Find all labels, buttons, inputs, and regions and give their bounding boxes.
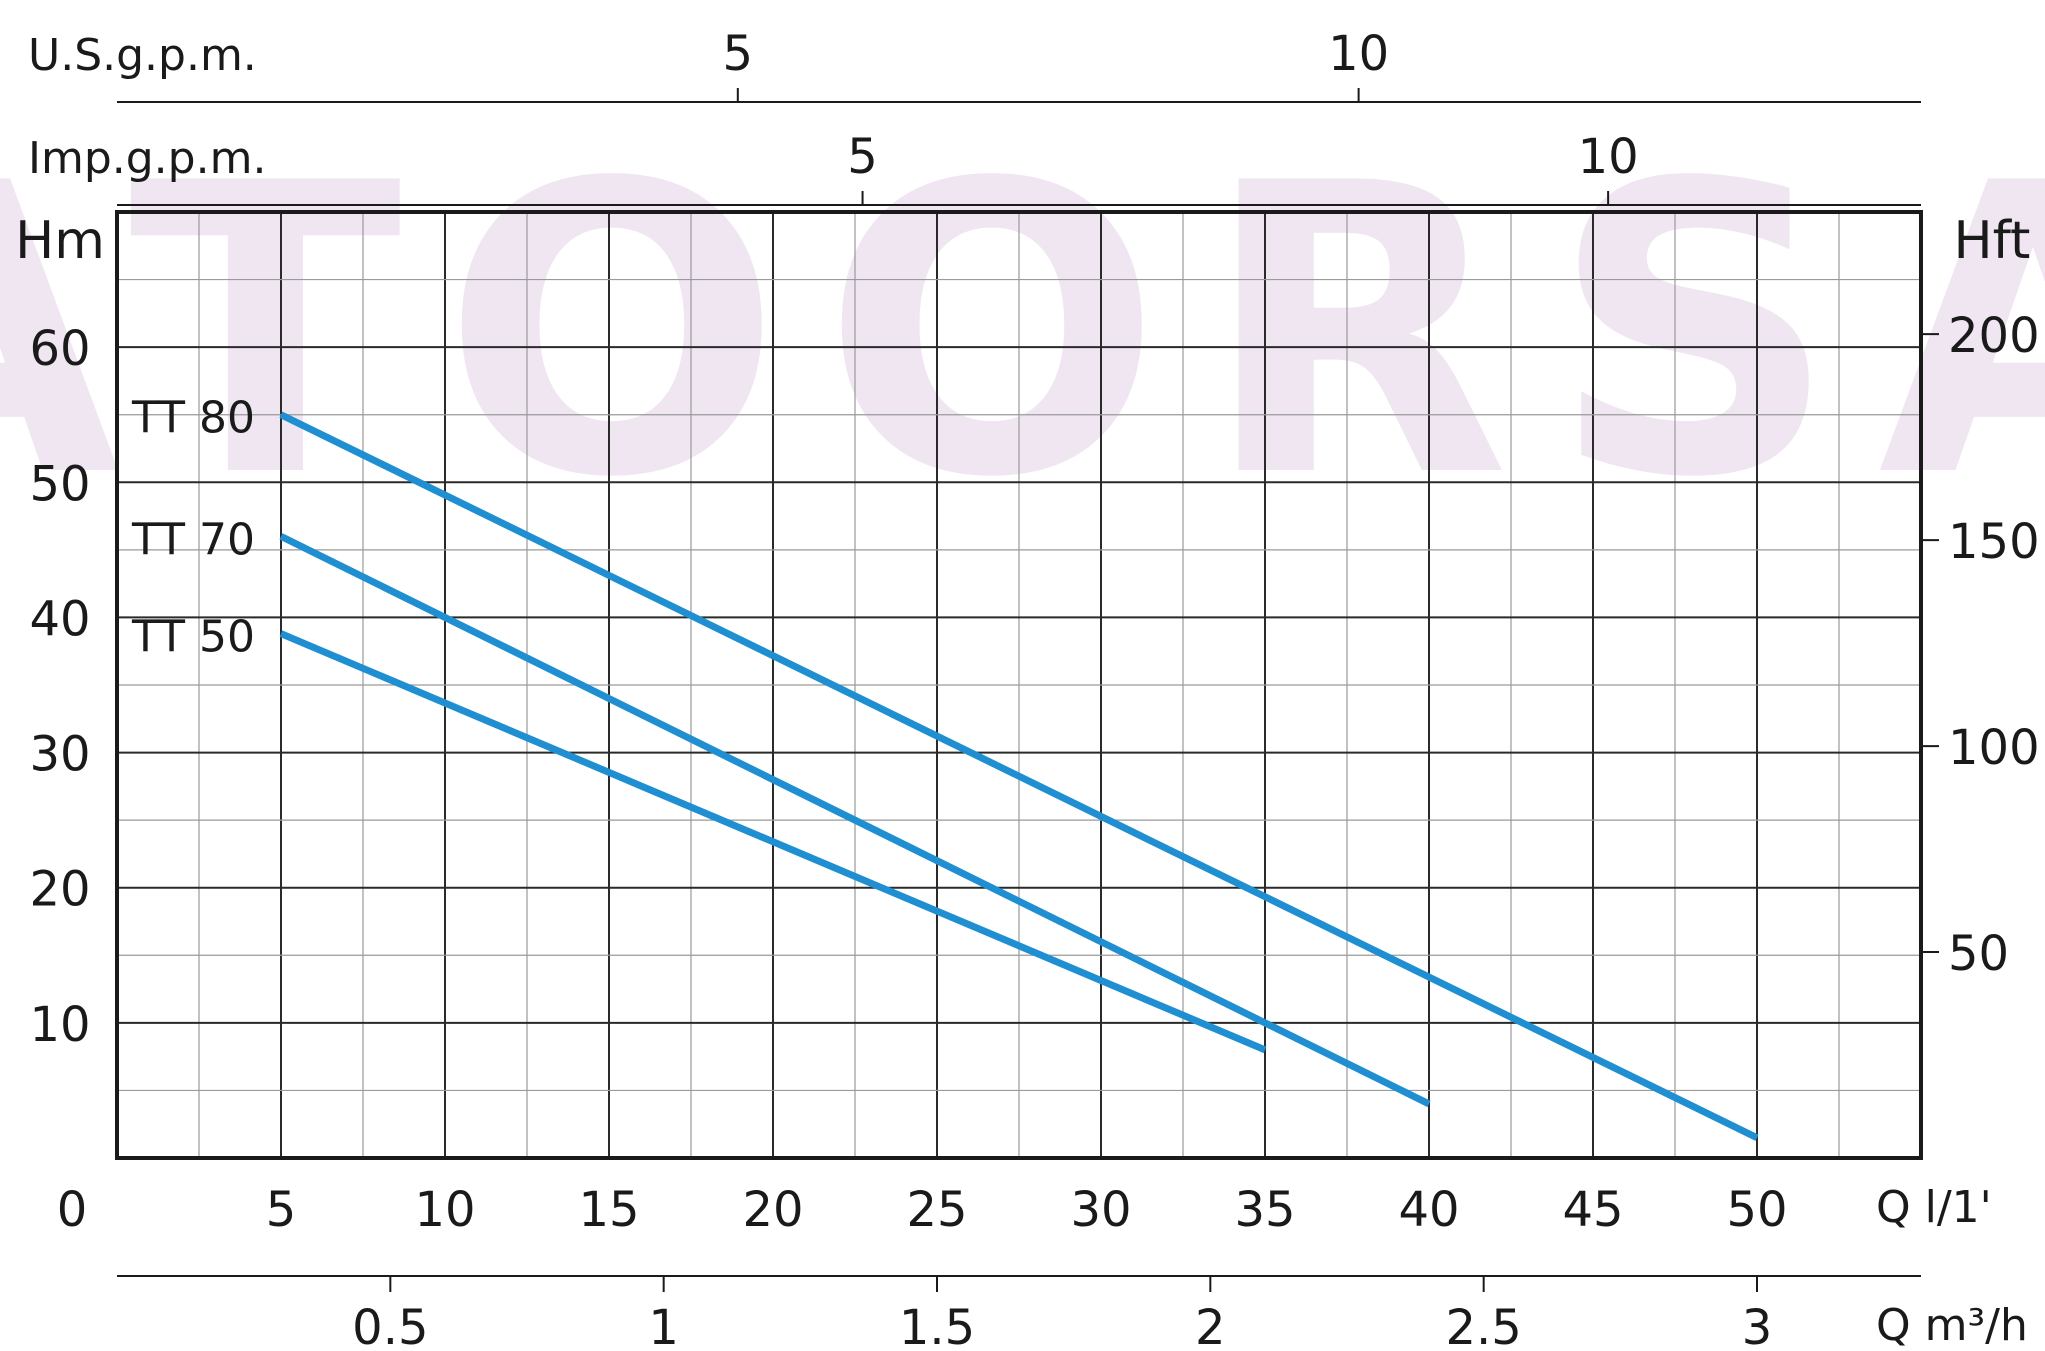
m3h-tick-label: 3	[1742, 1300, 1773, 1351]
y-tick-label: 40	[29, 591, 90, 647]
m3h-tick-label: 2	[1195, 1300, 1226, 1351]
right-axis: Hft 50 100 150 200	[1921, 211, 2040, 982]
y-tick-label: 50	[29, 456, 90, 512]
x-tick-label: 10	[414, 1182, 475, 1238]
m3h-tick-label: 1	[648, 1300, 679, 1351]
plot-frame	[115, 210, 1923, 1160]
y-tick-label: 60	[29, 321, 90, 377]
y-tick-label: 10	[29, 997, 90, 1053]
usgpm-tick-label: 10	[1328, 26, 1389, 82]
m3h-tick-label: 0.5	[352, 1300, 428, 1351]
curve-tt-70	[279, 533, 1431, 1108]
y-axis-label: Hm	[15, 211, 105, 271]
hft-tick-label: 50	[1948, 926, 2009, 982]
usgpm-axis-label: U.S.g.p.m.	[28, 30, 257, 81]
bottom-axis: Q l/1' 0 5 10 15 20 25 30 35 40 45 50	[57, 1182, 1992, 1238]
series-label: TT 50	[131, 612, 255, 663]
left-axis: Hm 10 20 30 40 50 60	[15, 211, 105, 1053]
grid	[117, 212, 1921, 1158]
x-tick-label: 20	[742, 1182, 803, 1238]
impgpm-tick-label: 10	[1578, 129, 1639, 185]
x-axis-label: Q l/1'	[1876, 1182, 1992, 1233]
m3h-tick-label: 1.5	[899, 1300, 975, 1351]
m3h-axis-label: Q m³/h	[1876, 1300, 2028, 1351]
curve-tt-50	[279, 630, 1267, 1054]
x-tick-label: 15	[578, 1182, 639, 1238]
x-tick-label: 30	[1070, 1182, 1131, 1238]
hft-tick-label: 150	[1948, 514, 2040, 570]
curves: TT 80 TT 70 TT 50	[131, 393, 1759, 1141]
top-axes: U.S.g.p.m. Imp.g.p.m. 5 10 5 10	[28, 26, 1921, 206]
series-label: TT 80	[131, 393, 255, 444]
hft-tick-label: 200	[1948, 308, 2040, 364]
watermark: ATOORSA	[0, 100, 2045, 565]
right-axis-label: Hft	[1954, 211, 2031, 271]
x-tick-label: 0	[57, 1182, 88, 1238]
y-tick-label: 30	[29, 727, 90, 783]
x-tick-label: 35	[1234, 1182, 1295, 1238]
impgpm-axis-label: Imp.g.p.m.	[28, 133, 266, 184]
curve-tt-80	[279, 411, 1759, 1141]
m3h-axis: Q m³/h 0.5 1 1.5 2 2.5 3	[117, 1275, 2028, 1351]
series-label: TT 70	[131, 514, 255, 565]
x-tick-label: 40	[1398, 1182, 1459, 1238]
m3h-tick-label: 2.5	[1445, 1300, 1521, 1351]
hft-tick-label: 100	[1948, 720, 2040, 776]
y-tick-label: 20	[29, 862, 90, 918]
impgpm-tick-label: 5	[847, 129, 878, 185]
x-tick-label: 45	[1562, 1182, 1623, 1238]
x-tick-label: 5	[266, 1182, 297, 1238]
usgpm-tick-label: 5	[723, 26, 754, 82]
x-tick-label: 25	[906, 1182, 967, 1238]
x-tick-label: 50	[1726, 1182, 1787, 1238]
